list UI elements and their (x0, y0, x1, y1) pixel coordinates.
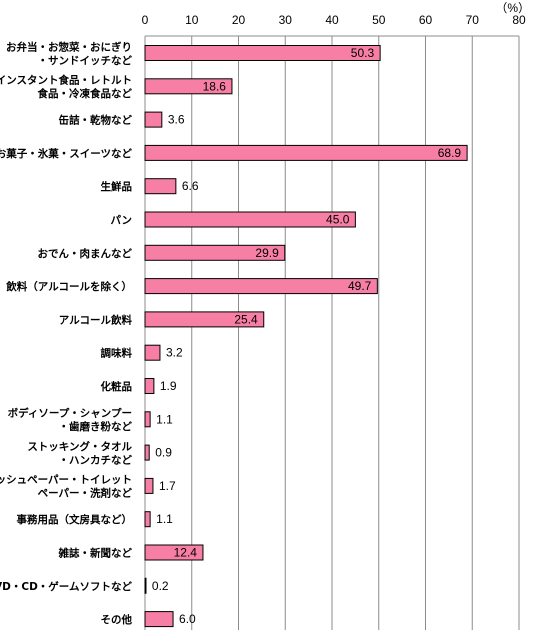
category-label-line: お菓子・氷菓・スイーツなど (0, 147, 132, 160)
gridlines (144, 36, 520, 630)
data-label: 18.6 (203, 79, 227, 93)
category-label: 事務用品（文房具など） (17, 513, 133, 526)
category-label-line: 事務用品（文房具など） (17, 513, 133, 526)
category-label-line: DVD・CD・ゲームソフトなど (0, 580, 132, 593)
category-label: 生鮮品 (101, 180, 133, 193)
bar (144, 544, 204, 561)
category-label-line: ペーパー・洗剤など (38, 487, 133, 500)
category-label-line: 食品・冷凍食品など (37, 87, 133, 100)
bar (144, 577, 147, 594)
category-label-line: 化粧品 (101, 380, 133, 393)
data-label: 1.9 (160, 379, 177, 393)
data-label: 29.9 (255, 246, 279, 260)
data-label: 3.2 (166, 346, 183, 360)
category-label: アルコール飲料 (59, 313, 133, 326)
bar (144, 511, 151, 528)
bar (144, 411, 151, 428)
category-label: 化粧品 (101, 380, 133, 393)
bar (144, 144, 468, 161)
data-label: 6.6 (182, 179, 199, 193)
category-label: おでん・肉まんなど (38, 247, 133, 260)
category-label: 雑誌・新聞など (58, 547, 133, 560)
data-label: 0.9 (155, 446, 172, 460)
category-label: お菓子・氷菓・スイーツなど (0, 147, 132, 160)
category-label-line: アルコール飲料 (59, 313, 133, 326)
bar (144, 477, 154, 494)
category-label-line: ・サンドイッチなど (38, 54, 133, 67)
bar (144, 444, 150, 461)
bar (144, 211, 356, 228)
x-tick-label: 70 (466, 13, 480, 27)
data-label: 25.4 (234, 312, 258, 326)
data-label: 68.9 (438, 146, 462, 160)
bar (144, 178, 177, 195)
data-label: 1.7 (159, 479, 176, 493)
unit-label: （%） (495, 1, 530, 15)
bar (144, 344, 161, 361)
x-tick-label: 0 (142, 13, 149, 27)
category-label-line: 飲料（アルコールを除く） (5, 280, 132, 293)
category-label-line: ストッキング・タオル (27, 440, 132, 453)
data-label: 1.1 (156, 412, 173, 426)
category-labels: お弁当・お惣菜・おにぎり・サンドイッチなどインスタント食品・レトルト食品・冷凍食… (0, 40, 132, 626)
category-label-line: ・歯磨き粉など (59, 420, 133, 433)
category-label-line: ボディソープ・シャンプー (8, 407, 132, 420)
bar (144, 278, 378, 295)
x-tick-label: 50 (372, 13, 386, 27)
category-label: その他 (101, 613, 133, 626)
category-label: 調味料 (101, 347, 133, 360)
category-label: お弁当・お惣菜・おにぎり・サンドイッチなど (6, 40, 132, 67)
bars: 50.3 18.6 3.6 68.9 6.6 45.0 29.9 49.7 25.4 3.2 1.9… (144, 45, 468, 628)
category-label-line: インスタント食品・レトルト (0, 74, 132, 87)
category-label: DVD・CD・ゲームソフトなど (0, 580, 132, 593)
x-tick-label: 40 (325, 13, 339, 27)
data-label: 1.1 (156, 512, 173, 526)
data-label: 50.3 (351, 46, 375, 60)
category-label-line: 缶詰・乾物など (59, 114, 133, 127)
data-label: 6.0 (179, 612, 196, 626)
data-label: 3.6 (168, 113, 185, 127)
bar (144, 78, 233, 95)
x-tick-label: 80 (512, 13, 526, 27)
bar (144, 378, 155, 394)
x-tick-label: 30 (279, 13, 293, 27)
x-axis: 0 10 20 30 40 50 60 70 80 (142, 13, 526, 37)
x-tick-label: 20 (232, 13, 246, 27)
category-label: 缶詰・乾物など (59, 114, 133, 127)
category-label: 飲料（アルコールを除く） (5, 280, 132, 293)
bar (144, 111, 163, 128)
category-label: ボディソープ・シャンプー・歯磨き粉など (8, 407, 133, 434)
category-label: ストッキング・タオル・ハンカチなど (27, 440, 132, 467)
category-label-line: おでん・肉まんなど (38, 247, 133, 260)
x-tick-label: 60 (419, 13, 433, 27)
category-label-line: ティッシュペーパー・トイレット (0, 474, 132, 486)
category-label-line: 雑誌・新聞など (58, 547, 133, 560)
category-label-line: その他 (101, 613, 133, 626)
data-label: 12.4 (174, 546, 198, 560)
data-label: 49.7 (348, 279, 372, 293)
category-label-line: 調味料 (101, 347, 133, 360)
category-label-line: 生鮮品 (101, 180, 133, 193)
category-label: パン (110, 215, 132, 227)
x-tick-label: 10 (185, 13, 199, 27)
bar (144, 45, 381, 61)
data-label: 45.0 (326, 213, 350, 227)
category-label-line: パン (110, 215, 132, 227)
category-label-line: ・ハンカチなど (59, 453, 133, 466)
bar (144, 244, 286, 261)
category-label-line: お弁当・お惣菜・おにぎり (6, 40, 132, 53)
data-label: 0.2 (152, 579, 169, 593)
bar (144, 311, 265, 328)
bar (144, 611, 174, 628)
